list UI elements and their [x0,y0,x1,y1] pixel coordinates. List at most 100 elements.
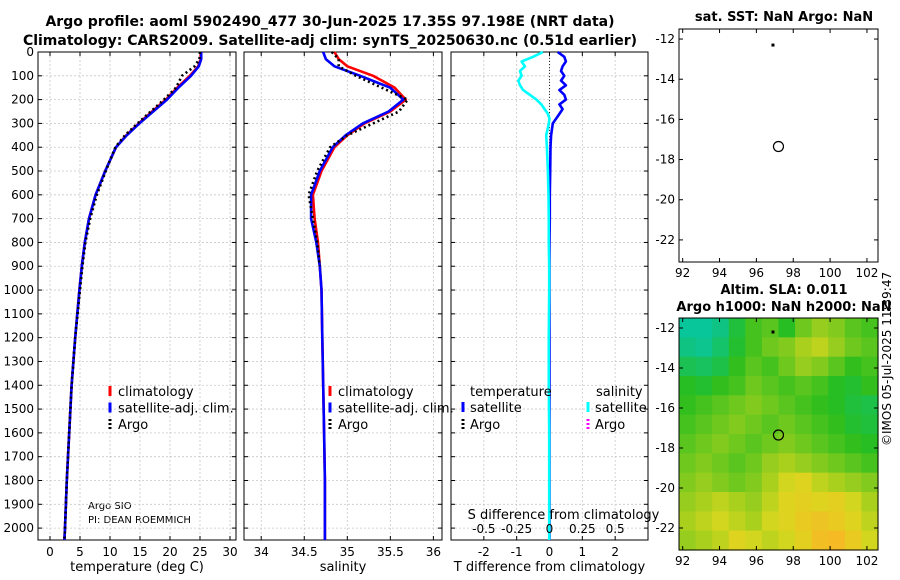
x-tick-label: 100 [819,554,842,568]
sla-cell [778,511,796,532]
sla-cell [795,472,813,493]
sla-cell [761,472,780,493]
sla-cell [728,337,746,358]
sla-cell [828,492,846,512]
x-tick-label: 92 [675,554,690,568]
x-axis-label-top-difference: S difference from climatology [468,508,660,523]
sla-cell [679,337,697,358]
y-tick-label: 1500 [3,402,34,416]
sla-cell [761,318,780,338]
sla-cell [844,511,863,532]
y-tick-label: -12 [655,32,675,46]
y-tick-label: -16 [655,112,675,126]
sla-cell [761,530,780,551]
series-satellite-temperature [63,52,203,541]
profile-location-marker [772,140,785,153]
sla-cell [712,414,730,435]
sla-cell [712,472,730,493]
figure-title-line1: Argo profile: aoml 5902490_477 30-Jun-20… [45,14,615,30]
sla-cell [761,376,780,396]
x-tick-label: 98 [786,266,801,280]
x-tick-label: 94 [712,554,727,568]
sla-cell [778,318,796,338]
y-tick-label: 300 [11,116,34,130]
y-tick-label: -22 [655,233,675,247]
x-tick-label: 25 [192,545,207,559]
sla-cell [861,492,879,512]
sla-cell [811,530,829,551]
sla-cell [795,530,813,551]
x-tick-label: 5 [76,545,84,559]
x-tick-label: 30 [222,545,237,559]
x-tick-label: 98 [786,554,801,568]
y-tick-label: 0 [26,45,34,59]
x-tick-label: 36 [426,545,441,559]
y-tick-label: -20 [655,481,675,495]
sla-cell [844,453,863,474]
sla-cell [745,434,763,454]
legend-label: satellite [470,401,522,416]
sla-cell [679,453,697,474]
y-tick-label: 1600 [3,426,34,440]
sla-cell [795,434,813,454]
sla-cell [728,530,746,551]
x-tick-label: 94 [712,266,727,280]
sla-cell [811,434,829,454]
sla-cell [761,337,780,358]
sla-cell [828,434,846,454]
legend-label: satellite-adj. clim. [338,402,454,417]
legend-header-temperature: temperature [470,385,552,400]
y-tick-label: -12 [655,321,675,335]
x-tick-label: -1 [511,545,523,559]
sla-cell [844,337,863,358]
sla-cell [745,356,763,377]
y-tick-label: -20 [655,193,675,207]
sla-cell [712,511,730,532]
y-tick-label: 1300 [3,354,34,368]
sla-cell [728,511,746,532]
sla-cell [695,337,713,358]
sla-cell [728,356,746,377]
y-tick-label: 500 [11,164,34,178]
legend-header-salinity: salinity [596,385,643,400]
sla-cell [695,376,713,396]
y-tick-label: 1400 [3,378,34,392]
sla-cell [844,376,863,396]
sla-cell [728,492,746,512]
sla-cell [745,318,763,338]
sla-cell [844,356,863,377]
sla-cell [712,434,730,454]
sla-cell [679,434,697,454]
s-tick-label: -0.5 [472,522,495,536]
plot-frame-salinity [243,51,443,541]
figure-title-line2: Climatology: CARS2009. Satellite-adj cli… [22,33,638,49]
sla-cell [861,453,879,474]
sla-cell [728,453,746,474]
sla-cell [828,376,846,396]
sla-cell [861,472,879,493]
sla-cell [679,414,697,435]
x-tick-label: 102 [855,554,878,568]
sla-cell [778,492,796,512]
sla-cell [728,414,746,435]
sla-cell [679,395,697,416]
sla-cell [828,472,846,493]
s-tick-label: 0.25 [569,522,596,536]
sla-cell [811,453,829,474]
map-frame-sst_map [678,28,879,263]
x-axis-label-salinity: salinity [320,560,367,575]
x-tick-label: 34.5 [291,545,318,559]
sla-cell [861,318,879,338]
y-tick-label: 1900 [3,497,34,511]
legend-label: Argo [338,418,368,433]
sla-cell [828,511,846,532]
argo-institution-note: Argo SIO [88,501,132,512]
sla-cell [778,414,796,435]
y-tick-label: 900 [11,259,34,273]
sla-cell [811,376,829,396]
sla-cell [778,453,796,474]
x-tick-label: 35 [340,545,355,559]
legend-label: Argo [595,418,625,433]
sla-cell [745,511,763,532]
sla-cell [811,337,829,358]
